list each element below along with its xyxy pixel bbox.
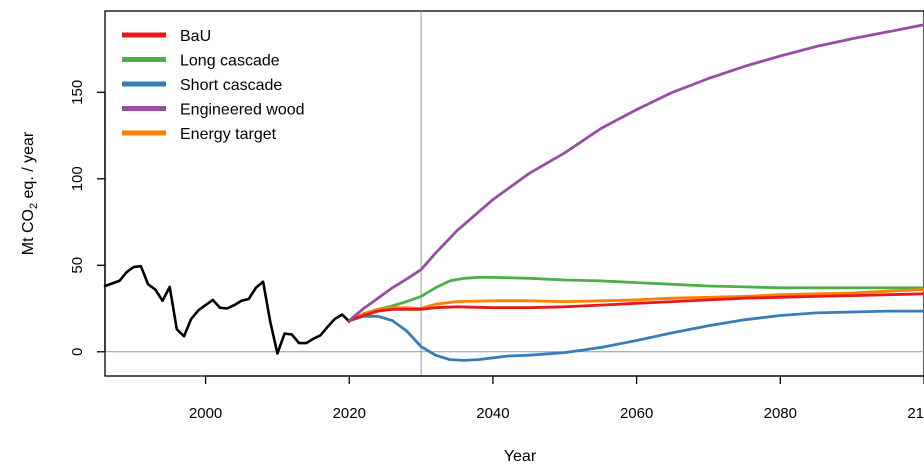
- y-axis: 0 50 100 150: [69, 80, 106, 356]
- legend-label-short-cascade: Short cascade: [180, 77, 282, 94]
- y-tick-label: 50: [69, 257, 86, 274]
- y-tick-label: 0: [69, 348, 86, 356]
- legend-label-engineered-wood: Engineered wood: [180, 102, 305, 119]
- legend-label-energy-target: Energy target: [180, 126, 277, 143]
- y-axis-title: Mt CO2 eq. / year: [20, 131, 40, 255]
- x-axis: 2000 2020 2040 2060 2080 2100: [189, 375, 924, 422]
- series-line-engineered-wood: [347, 23, 924, 323]
- legend: BaU Long cascade Short cascade Engineered w…: [122, 28, 305, 143]
- series-line-energy-target: [347, 288, 924, 323]
- y-tick-label: 100: [69, 166, 86, 191]
- legend-label-long-cascade: Long cascade: [180, 53, 280, 70]
- y-axis-title-subscript: 2: [28, 203, 40, 209]
- y-tick-label: 150: [69, 80, 86, 105]
- series-line-bau: [347, 292, 924, 323]
- x-tick-label: 2060: [620, 405, 653, 422]
- reference-lines: [105, 11, 924, 376]
- legend-label-bau: BaU: [180, 28, 211, 45]
- y-axis-title-suffix: eq. / year: [20, 131, 37, 203]
- series-line-long-cascade: [347, 275, 924, 323]
- x-axis-title: Year: [504, 448, 537, 465]
- series-lines: [103, 23, 924, 362]
- y-axis-title-prefix: Mt CO: [20, 209, 37, 255]
- x-tick-label: 2080: [764, 405, 797, 422]
- x-tick-label: 2020: [333, 405, 366, 422]
- series-line-short-cascade: [347, 309, 924, 362]
- historical-series-line: [103, 264, 351, 355]
- x-tick-label: 2100: [907, 405, 924, 422]
- x-tick-label: 2040: [476, 405, 509, 422]
- x-tick-label: 2000: [189, 405, 222, 422]
